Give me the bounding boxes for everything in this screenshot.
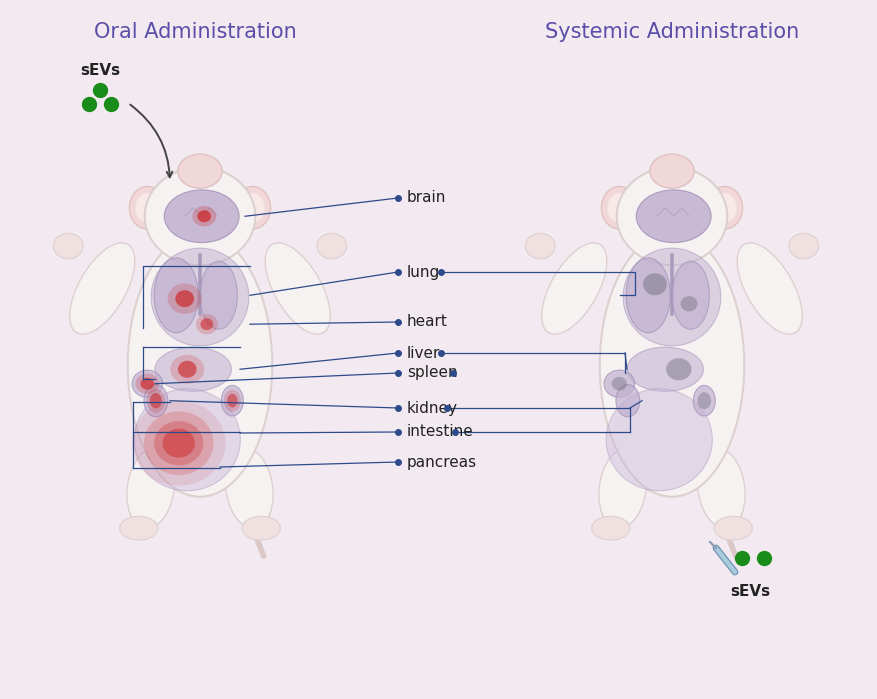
Ellipse shape <box>643 273 667 295</box>
Ellipse shape <box>130 187 165 229</box>
Ellipse shape <box>525 233 555 259</box>
Ellipse shape <box>221 385 243 416</box>
Ellipse shape <box>170 355 204 384</box>
Ellipse shape <box>624 248 721 346</box>
Ellipse shape <box>317 233 346 259</box>
Ellipse shape <box>168 283 202 314</box>
Ellipse shape <box>627 347 703 391</box>
Ellipse shape <box>162 428 195 458</box>
Ellipse shape <box>150 393 161 408</box>
Ellipse shape <box>155 347 232 391</box>
Ellipse shape <box>145 167 255 265</box>
Text: liver: liver <box>407 345 440 361</box>
Text: kidney: kidney <box>407 401 458 415</box>
Ellipse shape <box>542 243 607 334</box>
Ellipse shape <box>200 261 238 329</box>
Ellipse shape <box>151 248 249 346</box>
Ellipse shape <box>713 194 737 222</box>
Ellipse shape <box>604 370 635 397</box>
Text: Systemic Administration: Systemic Administration <box>545 22 799 42</box>
Ellipse shape <box>611 377 627 391</box>
Ellipse shape <box>592 517 630 540</box>
Ellipse shape <box>681 296 697 312</box>
Ellipse shape <box>119 517 158 540</box>
Ellipse shape <box>69 243 135 334</box>
Text: lung: lung <box>407 264 440 280</box>
Ellipse shape <box>53 233 83 259</box>
Ellipse shape <box>242 517 281 540</box>
Ellipse shape <box>693 385 716 416</box>
Ellipse shape <box>192 206 216 226</box>
Ellipse shape <box>134 389 240 491</box>
Ellipse shape <box>738 243 802 334</box>
Ellipse shape <box>144 411 214 475</box>
Text: intestine: intestine <box>407 424 474 440</box>
Text: heart: heart <box>407 315 448 329</box>
Ellipse shape <box>178 361 196 377</box>
Ellipse shape <box>132 401 225 486</box>
Ellipse shape <box>144 384 168 417</box>
Ellipse shape <box>164 190 239 243</box>
Ellipse shape <box>606 389 712 491</box>
Text: Oral Administration: Oral Administration <box>94 22 296 42</box>
Ellipse shape <box>697 392 711 409</box>
Text: sEVs: sEVs <box>80 63 120 78</box>
Ellipse shape <box>225 448 273 528</box>
Ellipse shape <box>626 258 670 333</box>
Ellipse shape <box>616 384 639 417</box>
Text: brain: brain <box>407 191 446 206</box>
Ellipse shape <box>140 377 154 389</box>
Ellipse shape <box>599 448 646 528</box>
Ellipse shape <box>672 261 709 329</box>
Ellipse shape <box>178 154 222 188</box>
Ellipse shape <box>132 370 162 397</box>
Ellipse shape <box>201 318 213 330</box>
Ellipse shape <box>224 389 241 412</box>
Ellipse shape <box>196 314 217 334</box>
Ellipse shape <box>197 210 211 222</box>
Ellipse shape <box>608 194 631 222</box>
Ellipse shape <box>154 258 198 333</box>
Ellipse shape <box>666 358 692 380</box>
Ellipse shape <box>697 448 745 528</box>
Ellipse shape <box>789 233 818 259</box>
Ellipse shape <box>617 167 727 265</box>
Text: spleen: spleen <box>407 366 458 380</box>
Text: pancreas: pancreas <box>407 454 477 470</box>
Ellipse shape <box>602 187 638 229</box>
Ellipse shape <box>127 448 175 528</box>
Ellipse shape <box>235 187 270 229</box>
Ellipse shape <box>265 243 331 334</box>
Ellipse shape <box>154 421 203 466</box>
Ellipse shape <box>135 194 160 222</box>
Ellipse shape <box>600 233 745 497</box>
Ellipse shape <box>241 194 265 222</box>
Text: sEVs: sEVs <box>730 584 770 599</box>
Ellipse shape <box>128 233 272 497</box>
Ellipse shape <box>135 373 160 394</box>
Ellipse shape <box>707 187 743 229</box>
Ellipse shape <box>146 389 165 412</box>
Ellipse shape <box>650 154 694 188</box>
Ellipse shape <box>637 190 711 243</box>
Ellipse shape <box>175 290 194 307</box>
Ellipse shape <box>714 517 752 540</box>
Ellipse shape <box>227 394 238 408</box>
